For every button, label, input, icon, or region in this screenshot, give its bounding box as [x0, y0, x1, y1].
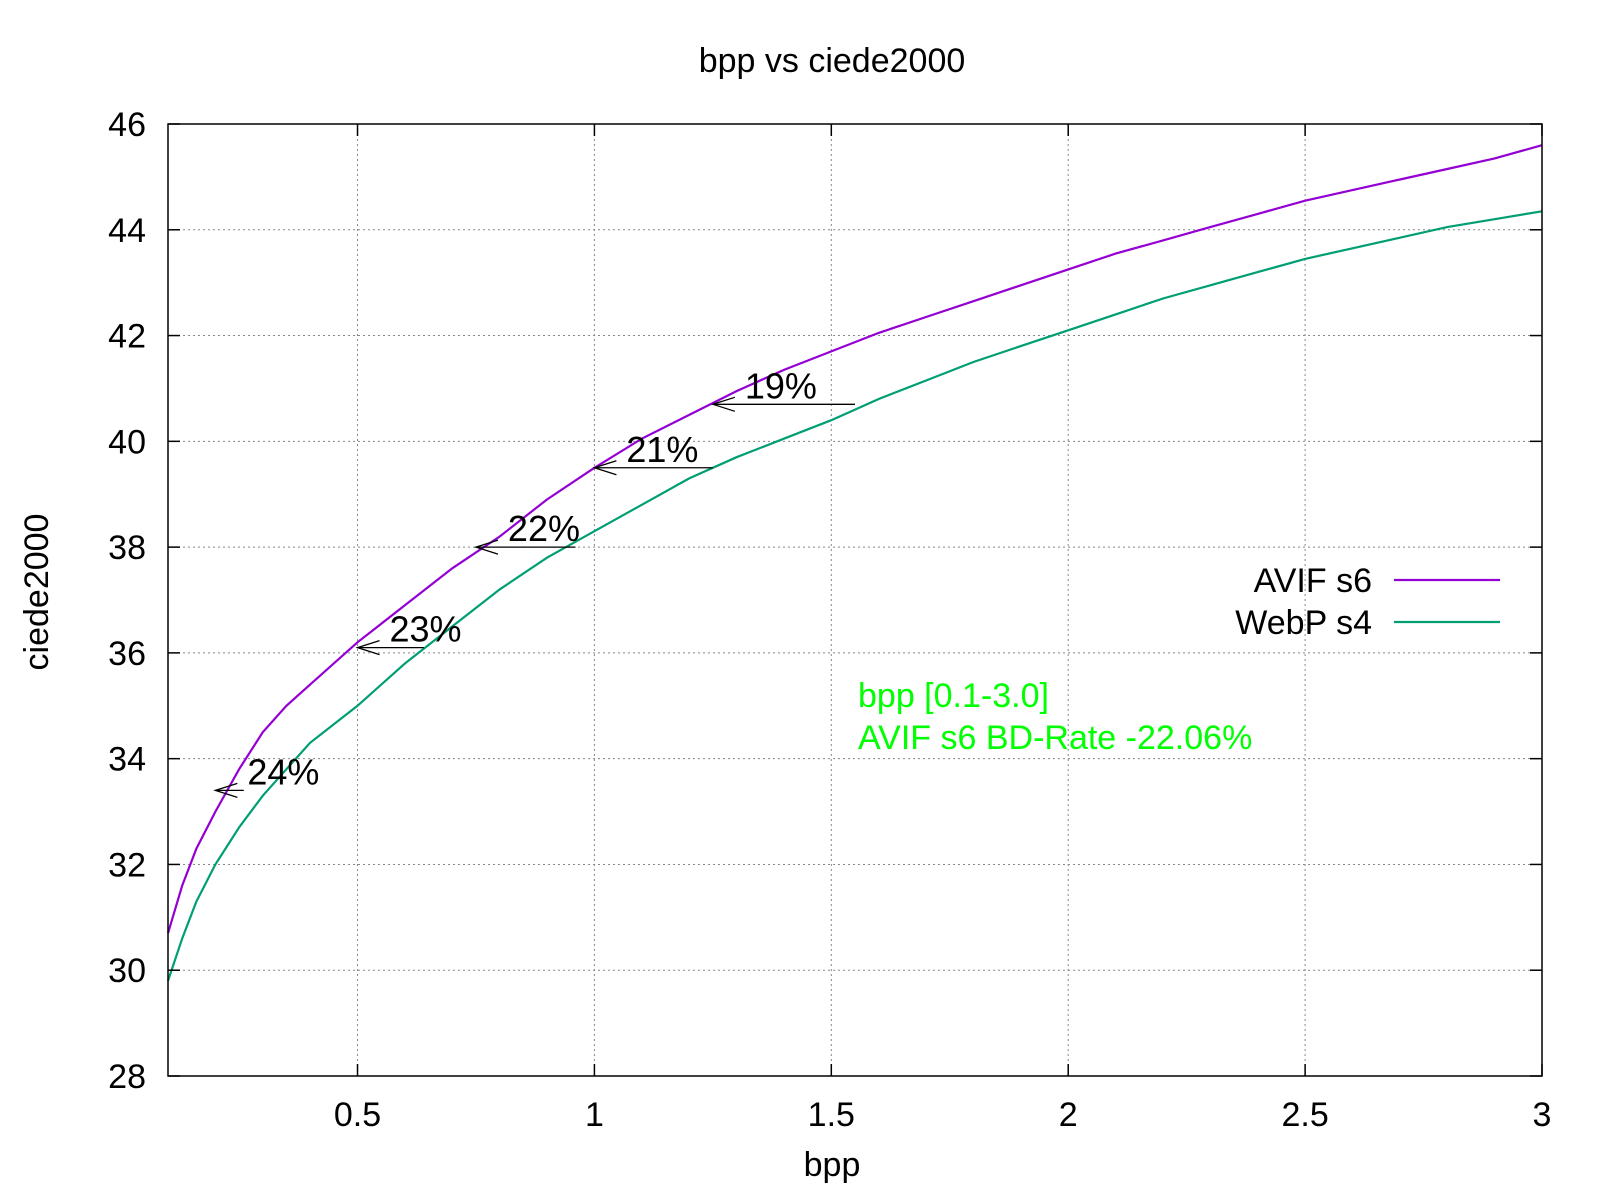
- y-tick-label: 46: [108, 106, 146, 144]
- bd-rate-annotation: 21%: [592, 429, 713, 476]
- y-tick-label: 32: [108, 846, 146, 884]
- y-tick-label: 36: [108, 635, 146, 673]
- bd-rate-annotation: 19%: [710, 365, 855, 412]
- bd-rate-annotation: 23%: [355, 609, 462, 656]
- annotation-arrowhead: [592, 460, 617, 476]
- annotation-label: 21%: [626, 429, 698, 470]
- annotation-arrowhead: [710, 396, 736, 412]
- legend-label: WebP s4: [1235, 604, 1372, 642]
- series-line-webp-s4: [166, 210, 1543, 982]
- plot-frame: [167, 123, 1543, 1077]
- annotation-label: 23%: [389, 609, 461, 650]
- plot-series: [166, 144, 1543, 982]
- legend-entry: WebP s4: [1235, 604, 1500, 642]
- x-tick-label: 1: [585, 1096, 604, 1134]
- y-tick-label: 30: [108, 952, 146, 990]
- info-line: bpp [0.1-3.0]: [858, 677, 1049, 715]
- y-tick-label: 34: [108, 741, 146, 779]
- y-tick-label: 40: [108, 423, 146, 461]
- x-axis-title: bpp: [804, 1146, 861, 1184]
- x-tick-label: 0.5: [334, 1096, 381, 1134]
- x-tick-label: 2.5: [1281, 1096, 1328, 1134]
- axis-ticks: 0.5 1 1.5 2 2.5 3 28 30 32 34 36 38 40 42 44 46: [108, 106, 1551, 1134]
- annotations: 24% 23% 22% 21% 19%: [213, 365, 855, 799]
- annotation-arrowhead: [355, 639, 380, 656]
- annotation-label: 22%: [508, 508, 580, 549]
- bd-rate-annotation: 22%: [473, 508, 580, 555]
- grid: [168, 124, 1542, 1076]
- y-tick-label: 38: [108, 529, 146, 567]
- chart-title: bpp vs ciede2000: [699, 42, 966, 80]
- info-text: bpp [0.1-3.0] AVIF s6 BD-Rate -22.06%: [858, 677, 1252, 757]
- legend: AVIF s6 WebP s4: [1235, 562, 1500, 642]
- series-line-avif-s6: [166, 144, 1543, 934]
- annotation-arrowhead: [213, 782, 238, 799]
- legend-entry: AVIF s6: [1254, 562, 1500, 600]
- x-tick-label: 3: [1533, 1096, 1552, 1134]
- annotation-label: 24%: [247, 751, 319, 792]
- annotation-arrowhead: [473, 539, 499, 555]
- legend-label: AVIF s6: [1254, 562, 1372, 600]
- y-tick-label: 42: [108, 318, 146, 356]
- y-axis-title: ciede2000: [18, 514, 56, 671]
- x-tick-label: 2: [1059, 1096, 1078, 1134]
- info-line: AVIF s6 BD-Rate -22.06%: [858, 719, 1252, 757]
- y-tick-label: 44: [108, 212, 146, 250]
- annotation-label: 19%: [745, 365, 817, 406]
- y-tick-label: 28: [108, 1058, 146, 1096]
- bd-rate-annotation: 24%: [213, 751, 319, 799]
- x-tick-label: 1.5: [808, 1096, 855, 1134]
